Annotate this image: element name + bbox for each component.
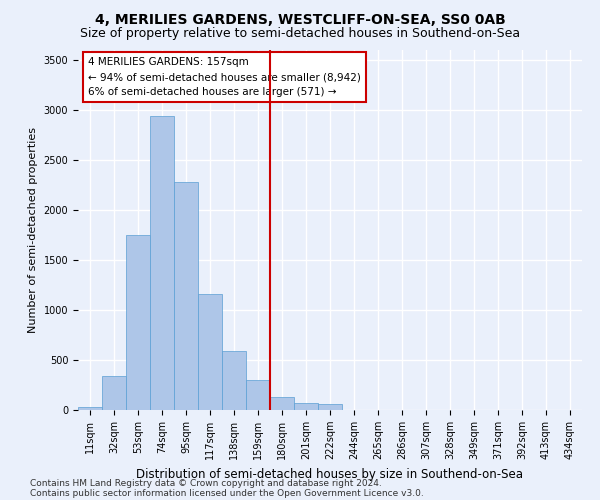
Bar xyxy=(78,407,102,410)
Bar xyxy=(246,380,270,410)
X-axis label: Distribution of semi-detached houses by size in Southend-on-Sea: Distribution of semi-detached houses by … xyxy=(137,468,523,480)
Bar xyxy=(126,235,150,410)
Y-axis label: Number of semi-detached properties: Number of semi-detached properties xyxy=(28,127,38,333)
Bar xyxy=(294,402,318,410)
Bar xyxy=(150,116,174,410)
Text: Size of property relative to semi-detached houses in Southend-on-Sea: Size of property relative to semi-detach… xyxy=(80,28,520,40)
Text: Contains public sector information licensed under the Open Government Licence v3: Contains public sector information licen… xyxy=(30,488,424,498)
Bar xyxy=(318,404,342,410)
Text: 4, MERILIES GARDENS, WESTCLIFF-ON-SEA, SS0 0AB: 4, MERILIES GARDENS, WESTCLIFF-ON-SEA, S… xyxy=(95,12,505,26)
Text: Contains HM Land Registry data © Crown copyright and database right 2024.: Contains HM Land Registry data © Crown c… xyxy=(30,478,382,488)
Bar xyxy=(222,351,246,410)
Bar xyxy=(174,182,198,410)
Bar xyxy=(198,294,222,410)
Bar xyxy=(270,397,294,410)
Bar xyxy=(102,376,126,410)
Text: 4 MERILIES GARDENS: 157sqm
← 94% of semi-detached houses are smaller (8,942)
6% : 4 MERILIES GARDENS: 157sqm ← 94% of semi… xyxy=(88,57,361,97)
